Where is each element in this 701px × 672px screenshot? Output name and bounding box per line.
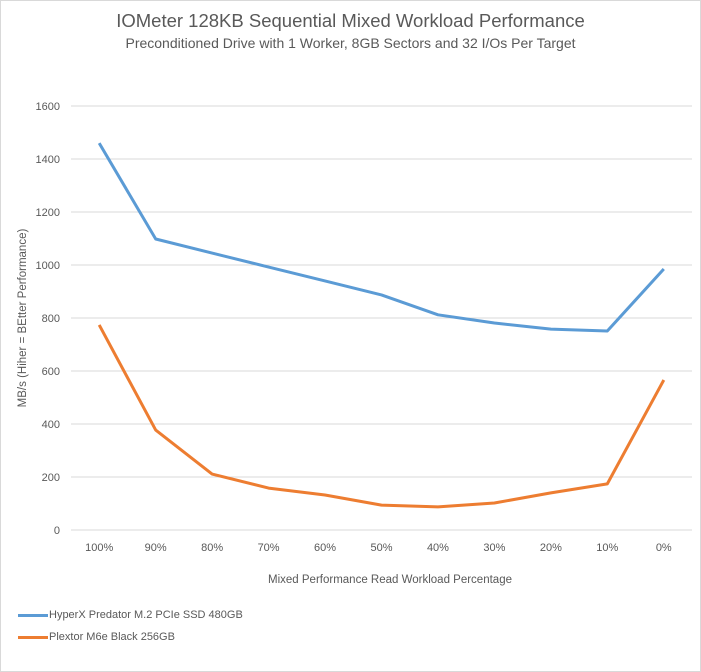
y-tick-label: 200 — [42, 472, 60, 484]
legend-item: HyperX Predator M.2 PCIe SSD 480GB — [18, 604, 243, 626]
x-tick-label: 100% — [85, 542, 113, 554]
legend-swatch — [18, 635, 48, 639]
x-tick-label: 60% — [314, 542, 336, 554]
y-tick-labels: 0 200 400 600 800 1000 1200 1400 1600 — [36, 101, 60, 537]
legend-swatch — [18, 613, 48, 617]
y-tick-label: 800 — [42, 313, 60, 325]
legend-item: Plextor M6e Black 256GB — [18, 626, 243, 648]
chart-subtitle: Preconditioned Drive with 1 Worker, 8GB … — [125, 35, 576, 51]
y-tick-label: 1200 — [36, 207, 60, 219]
x-tick-label: 90% — [145, 542, 167, 554]
x-tick-label: 40% — [427, 542, 449, 554]
series-lines — [97, 142, 666, 509]
x-tick-label: 70% — [258, 542, 280, 554]
x-tick-label: 20% — [540, 542, 562, 554]
legend: HyperX Predator M.2 PCIe SSD 480GB Plext… — [18, 604, 243, 648]
x-tick-label: 50% — [370, 542, 392, 554]
x-tick-label: 30% — [483, 542, 505, 554]
x-tick-label: 10% — [596, 542, 618, 554]
series-line-1 — [97, 324, 666, 509]
y-axis-title: MB/s (Hiher = BEtter Performance) — [17, 229, 29, 408]
gridlines — [71, 105, 692, 531]
y-tick-label: 1400 — [36, 154, 60, 166]
y-tick-label: 1000 — [36, 260, 60, 272]
y-tick-label: 400 — [42, 419, 60, 431]
x-tick-label: 0% — [656, 542, 672, 554]
y-tick-label: 0 — [54, 525, 60, 537]
legend-label: Plextor M6e Black 256GB — [49, 631, 175, 643]
x-axis-title: Mixed Performance Read Workload Percenta… — [268, 574, 512, 586]
legend-label: HyperX Predator M.2 PCIe SSD 480GB — [49, 609, 243, 621]
y-tick-label: 1600 — [36, 101, 60, 113]
y-tick-label: 600 — [42, 366, 60, 378]
chart-title: IOMeter 128KB Sequential Mixed Workload … — [116, 10, 585, 31]
series-line-0 — [97, 142, 665, 333]
x-tick-label: 80% — [201, 542, 223, 554]
x-tick-labels: 100% 90% 80% 70% 60% 50% 40% 30% 20% 10% 0% — [85, 542, 672, 554]
